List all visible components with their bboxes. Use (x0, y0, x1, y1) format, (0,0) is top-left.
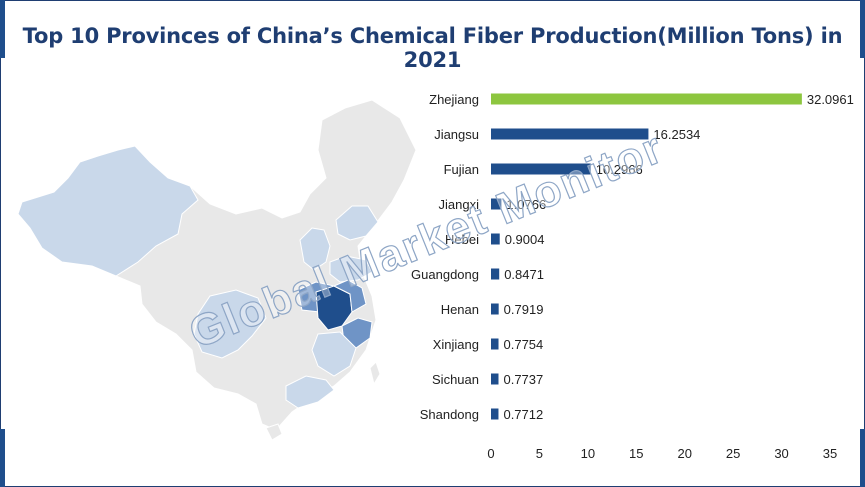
x-tick-label: 20 (677, 446, 691, 461)
map-region-taiwan (369, 361, 381, 386)
x-tick-label: 5 (536, 446, 543, 461)
category-label-jiangsu: Jiangsu (434, 127, 479, 142)
x-tick-label: 25 (726, 446, 740, 461)
corner-accent-bottom-left (0, 429, 5, 487)
map-region-fujian (311, 331, 357, 377)
category-label-henan: Henan (441, 302, 479, 317)
value-label-fujian: 10.2966 (596, 162, 643, 177)
value-label-hebei: 0.9004 (505, 232, 545, 247)
value-label-jiangsu: 16.2534 (653, 127, 700, 142)
map-region-xinjiang (17, 145, 199, 277)
bar-fujian (491, 163, 591, 175)
map-region-hebei (299, 227, 331, 271)
map-region-hainan (265, 423, 283, 441)
value-label-shandong: 0.7712 (503, 407, 543, 422)
value-label-zhejiang: 32.0961 (807, 92, 854, 107)
labels-layer: Zhejiang 32.0961 Jiangsu 16.2534 Fujian 10.29… (411, 92, 854, 422)
category-label-fujian: Fujian (444, 162, 479, 177)
bar-jiangxi (491, 198, 502, 210)
bars-layer (491, 93, 802, 420)
corner-accent-top-left (0, 0, 5, 58)
map-region-anhui (332, 279, 367, 313)
category-label-hebei: Hebei (445, 232, 479, 247)
x-axis: 0 5 10 15 20 25 30 35 (487, 446, 837, 461)
bar-jiangsu (491, 128, 649, 140)
map-region-guangdong (285, 375, 335, 409)
bar-guangdong (491, 268, 500, 280)
watermark-text: Global Market Monitor (183, 123, 671, 358)
x-tick-label: 15 (629, 446, 643, 461)
x-tick-label: 35 (823, 446, 837, 461)
bar-zhejiang (491, 93, 802, 105)
corner-accent-bottom-right (860, 429, 865, 487)
category-label-sichuan: Sichuan (432, 372, 479, 387)
value-label-sichuan: 0.7737 (503, 372, 543, 387)
x-tick-label: 30 (774, 446, 788, 461)
category-label-guangdong: Guangdong (411, 267, 479, 282)
value-label-xinjiang: 0.7754 (504, 337, 544, 352)
x-tick-label: 10 (581, 446, 595, 461)
bar-henan (491, 303, 499, 315)
category-label-jiangxi: Jiangxi (439, 197, 480, 212)
x-tick-label: 0 (487, 446, 494, 461)
map-region-sichuan (193, 289, 267, 359)
category-label-zhejiang: Zhejiang (429, 92, 479, 107)
category-label-shandong: Shandong (420, 407, 479, 422)
chart-title: Top 10 Provinces of China’s Chemical Fib… (22, 24, 843, 72)
bar-shandong (491, 408, 499, 420)
bar-hebei (491, 233, 500, 245)
value-label-henan: 0.7919 (504, 302, 544, 317)
category-label-xinjiang: Xinjiang (433, 337, 479, 352)
corner-accent-top-right (860, 0, 865, 58)
bar-sichuan (491, 373, 499, 385)
bar-xinjiang (491, 338, 499, 350)
value-label-guangdong: 0.8471 (504, 267, 544, 282)
map-region-shandong (329, 255, 373, 283)
value-label-jiangxi: 1.0766 (506, 197, 546, 212)
map-region-liaoning (335, 205, 379, 241)
